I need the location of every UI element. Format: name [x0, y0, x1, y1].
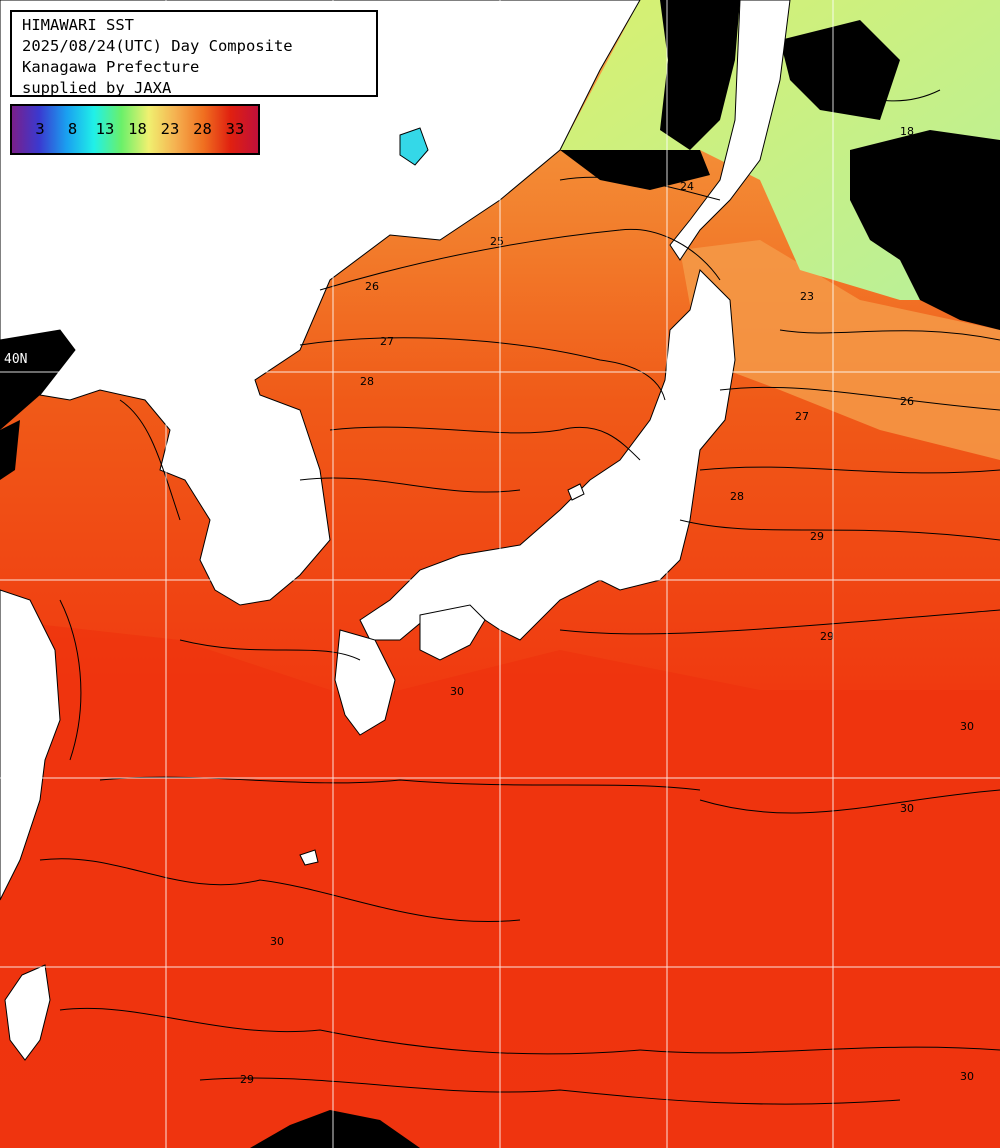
composite-date: 2025/08/24(UTC) Day Composite [22, 37, 293, 55]
scale-tick-label: 33 [225, 120, 245, 138]
scale-tick-label: 8 [67, 120, 78, 138]
contour-label: 29 [820, 630, 834, 643]
contour-label: 28 [730, 490, 744, 503]
data-credit: supplied by JAXA [22, 79, 172, 97]
scale-tick-label: 3 [35, 120, 45, 138]
contour-label: 30 [960, 1070, 974, 1083]
contour-label: 26 [900, 395, 914, 408]
color-scale-legend: 3 8 13 18 23 28 33 [10, 104, 260, 155]
contour-label: 30 [960, 720, 974, 733]
contour-label: 30 [900, 802, 914, 815]
contour-label: 29 [240, 1073, 254, 1086]
contour-label: 24 [680, 180, 694, 193]
contour-label: 30 [450, 685, 464, 698]
contour-label: 28 [360, 375, 374, 388]
isotherm-contours [39, 79, 1000, 1105]
contour-label: 27 [380, 335, 394, 348]
scale-tick-label: 18 [128, 120, 147, 138]
scale-tick-label: 13 [95, 120, 115, 138]
color-ramp [12, 106, 258, 153]
latitude-label: 40N [4, 352, 28, 367]
contour-label: 25 [490, 235, 504, 248]
contour-value-labels: 18 23 24 25 26 27 28 29 30 30 29 29 26 2… [240, 125, 974, 1086]
contour-label: 29 [810, 530, 824, 543]
region-name: Kanagawa Prefecture [22, 58, 200, 76]
contour-label: 27 [795, 410, 809, 423]
jeju-like-island [399, 127, 429, 166]
contour-label: 30 [270, 935, 284, 948]
cool-ocean-zone [680, 240, 1000, 460]
scale-tick-label: 28 [193, 120, 212, 138]
contour-label: 18 [900, 125, 914, 138]
product-title: HIMAWARI SST [22, 16, 134, 34]
title-box: HIMAWARI SST 2025/08/24(UTC) Day Composi… [10, 10, 378, 97]
contour-label: 26 [365, 280, 379, 293]
scale-tick-label: 23 [160, 120, 180, 138]
contour-label: 23 [800, 290, 814, 303]
